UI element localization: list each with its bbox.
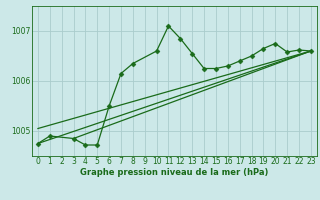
X-axis label: Graphe pression niveau de la mer (hPa): Graphe pression niveau de la mer (hPa) [80,168,268,177]
